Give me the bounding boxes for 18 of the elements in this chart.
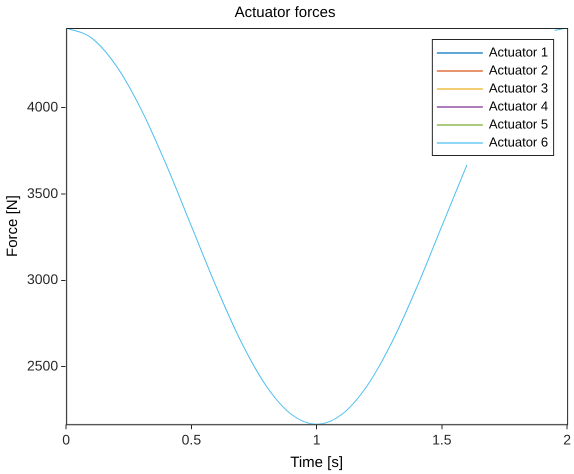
- x-tick-label: 0: [62, 431, 70, 448]
- legend-label: Actuator 1: [488, 44, 548, 60]
- legend-label: Actuator 5: [488, 116, 548, 132]
- y-axis-title: Force [N]: [4, 195, 22, 257]
- legend-label: Actuator 4: [488, 98, 548, 114]
- y-tick-label: 2500: [26, 358, 58, 374]
- y-tick-label: 3000: [26, 271, 58, 288]
- legend-label: Actuator 3: [488, 80, 548, 96]
- chart-title: Actuator forces: [234, 4, 336, 22]
- x-tick-label: 1: [312, 431, 321, 448]
- legend-label: Actuator 6: [488, 134, 548, 150]
- legend-label: Actuator 2: [488, 62, 548, 78]
- x-tick-label: 2: [563, 431, 572, 448]
- y-tick-label: 3500: [26, 184, 58, 201]
- x-tick-label: 0.5: [182, 431, 202, 448]
- x-tick-label: 1.5: [432, 431, 452, 448]
- x-axis-title: Time [s]: [290, 454, 344, 472]
- y-tick-label: 4000: [26, 98, 58, 114]
